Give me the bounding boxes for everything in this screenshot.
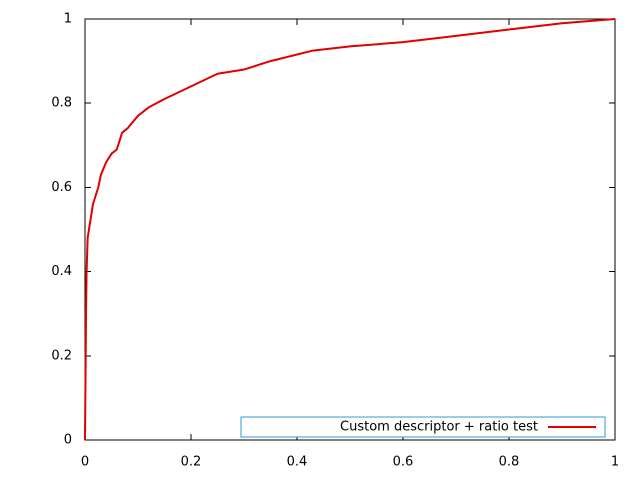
legend-label: Custom descriptor + ratio test [340,420,538,435]
plot-frame [84,18,616,441]
x-tick-label: 0.6 [393,455,414,470]
y-tick-label: 0.2 [51,348,72,363]
y-tick-label: 0 [64,433,72,448]
y-tick-label: 1 [64,12,72,27]
x-tick-label: 0 [81,455,89,470]
y-tick-label: 0.8 [51,96,72,111]
x-tick-label: 0.8 [499,455,520,470]
x-tick-label: 0.2 [181,455,202,470]
y-tick-label: 0.6 [51,180,72,195]
y-tick-label: 0.4 [51,264,72,279]
x-tick-label: 0.4 [287,455,308,470]
data-line [84,18,616,441]
legend-box [240,416,606,438]
x-tick-label: 1 [611,455,619,470]
